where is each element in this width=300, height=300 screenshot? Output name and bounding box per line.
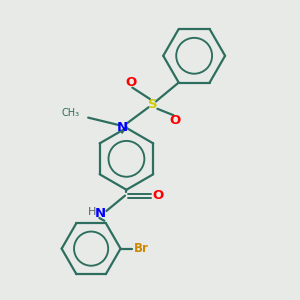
Text: N: N: [116, 122, 128, 134]
Text: O: O: [169, 114, 181, 127]
Text: O: O: [125, 76, 136, 89]
Text: N: N: [94, 207, 106, 220]
Text: O: O: [152, 189, 164, 202]
Text: Br: Br: [134, 242, 148, 255]
Text: H: H: [88, 207, 96, 217]
Text: S: S: [148, 98, 158, 111]
Text: CH₃: CH₃: [61, 108, 79, 118]
